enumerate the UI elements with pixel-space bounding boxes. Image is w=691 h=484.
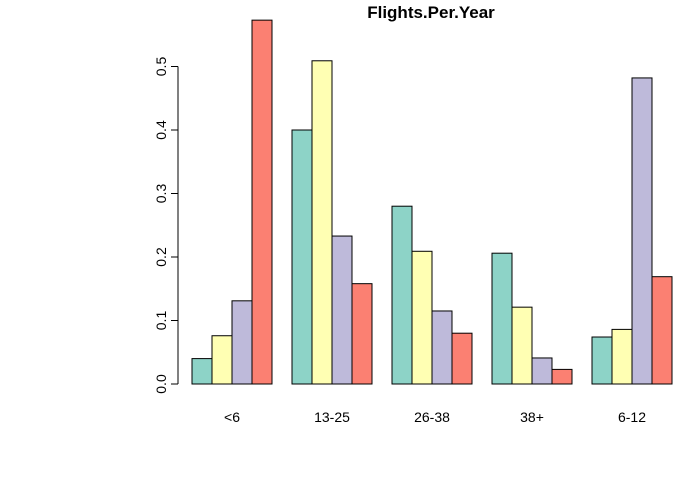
y-tick-label: 0.2 [153,247,169,267]
bar [631,77,653,385]
x-category-label: <6 [224,409,240,425]
x-category-label: 26-38 [414,409,450,425]
bar [231,300,253,385]
bar [431,310,453,385]
y-axis: 0.0 0.1 0.2 0.3 0.4 0.5 [153,57,179,394]
y-tick-label: 0.4 [153,120,169,140]
bars [191,19,673,385]
bar [191,358,213,385]
bar [511,306,533,385]
bar [651,276,673,385]
bar [611,328,633,385]
y-tick-label: 0.5 [153,57,169,77]
y-tick-label: 0.3 [153,184,169,204]
bar [251,19,273,385]
x-category-label: 6-12 [618,409,646,425]
chart-title: Flights.Per.Year [367,3,495,22]
bar [591,336,613,385]
x-category-label: 13-25 [314,409,350,425]
bar [211,335,233,385]
y-tick-label: 0.0 [153,374,169,394]
bar [491,252,513,385]
bar [451,332,473,385]
bar [331,235,353,385]
x-axis-labels: <6 13-25 26-38 38+ 6-12 [224,409,646,425]
bar [531,357,553,385]
bar [351,283,373,385]
bar [391,205,413,385]
bar [291,129,313,385]
bar [311,60,333,385]
bar [411,250,433,385]
bar [551,368,573,385]
y-tick-label: 0.1 [153,311,169,331]
x-category-label: 38+ [520,409,544,425]
